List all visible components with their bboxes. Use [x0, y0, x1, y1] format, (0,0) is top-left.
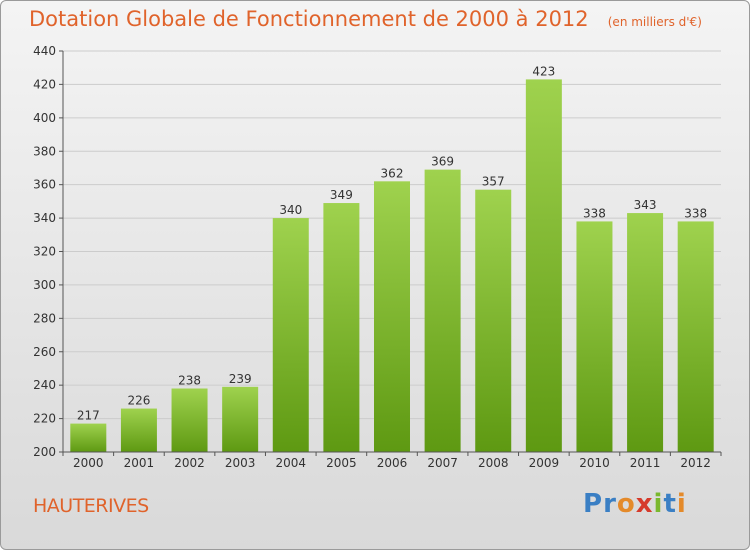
y-tick-label: 240 [33, 378, 56, 392]
y-tick-label: 360 [33, 178, 56, 192]
y-tick-label: 400 [33, 111, 56, 125]
y-tick-label: 280 [33, 311, 56, 325]
y-tick-label: 420 [33, 77, 56, 91]
x-tick-label: 2000 [73, 456, 104, 470]
bar [677, 221, 714, 452]
bar-value-label: 338 [684, 206, 707, 220]
x-tick-label: 2011 [630, 456, 661, 470]
bar [323, 203, 360, 452]
x-tick-label: 2003 [225, 456, 256, 470]
proxiti-logo: Proxiti [583, 489, 687, 519]
logo-letter: o [616, 489, 636, 519]
bar [475, 189, 512, 452]
x-tick-label: 2009 [529, 456, 560, 470]
commune-name: HAUTERIVES [33, 495, 149, 517]
x-tick-label: 2012 [680, 456, 711, 470]
y-tick-label: 380 [33, 144, 56, 158]
bar-value-label: 217 [77, 409, 100, 423]
bar-value-label: 349 [330, 188, 353, 202]
y-tick-label: 300 [33, 278, 56, 292]
logo-letter: r [603, 489, 617, 519]
bar-value-label: 338 [583, 206, 606, 220]
logo-letter: x [635, 489, 654, 519]
y-tick-label: 320 [33, 245, 56, 259]
y-tick-label: 260 [33, 345, 56, 359]
bar-value-label: 340 [279, 203, 302, 217]
bar [120, 408, 157, 452]
logo-letter: i [676, 489, 687, 519]
bar-value-label: 369 [431, 155, 454, 169]
x-tick-label: 2004 [275, 456, 306, 470]
bar-value-label: 238 [178, 374, 201, 388]
bar-value-label: 343 [634, 198, 657, 212]
chart-title: Dotation Globale de Fonctionnement de 20… [29, 7, 589, 31]
logo-letter: i [653, 489, 664, 519]
x-tick-label: 2008 [478, 456, 509, 470]
bar [424, 169, 461, 453]
bar-value-label: 362 [381, 166, 404, 180]
bar-value-label: 357 [482, 175, 505, 189]
bar [272, 218, 309, 452]
x-tick-label: 2002 [174, 456, 205, 470]
logo-letter: t [663, 489, 677, 519]
x-tick-label: 2001 [124, 456, 155, 470]
x-tick-label: 2005 [326, 456, 357, 470]
bar [576, 221, 613, 452]
bar [70, 423, 107, 452]
bar-value-label: 423 [532, 64, 555, 78]
bar [374, 181, 410, 452]
bar [627, 213, 664, 452]
y-tick-label: 440 [33, 44, 56, 58]
x-tick-label: 2010 [579, 456, 610, 470]
bar [525, 79, 562, 452]
y-tick-label: 220 [33, 412, 56, 426]
bar [171, 388, 208, 452]
y-tick-label: 200 [33, 445, 56, 459]
bar-value-label: 226 [127, 394, 150, 408]
title-row: Dotation Globale de Fonctionnement de 20… [29, 7, 702, 31]
x-tick-label: 2007 [427, 456, 458, 470]
bar [222, 386, 259, 452]
y-tick-label: 340 [33, 211, 56, 225]
bar-value-label: 239 [229, 372, 252, 386]
chart-unit: (en milliers d'€) [607, 15, 702, 29]
logo-letter: P [583, 489, 604, 519]
x-tick-label: 2006 [377, 456, 408, 470]
